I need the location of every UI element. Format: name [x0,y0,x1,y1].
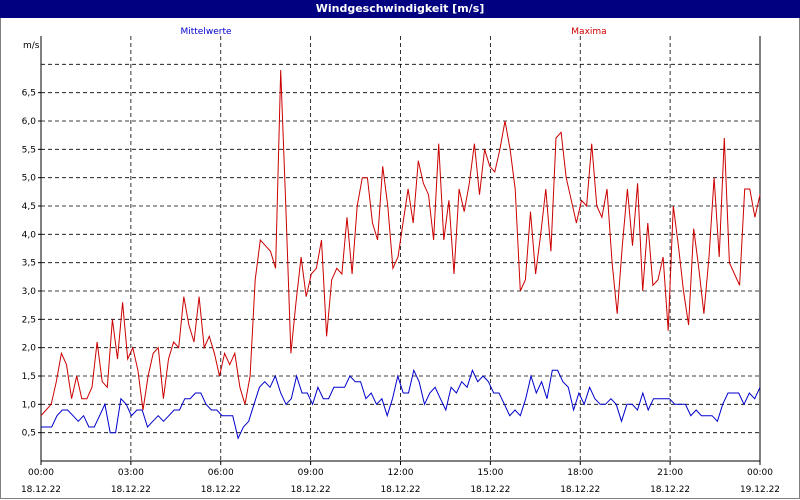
x-tick-date: 18.12.22 [201,485,241,495]
y-axis-label: m/s [23,41,40,51]
y-tick-label: 6,0 [22,117,37,127]
y-tick-label: 5,0 [22,174,37,184]
y-tick-label: 1,5 [22,372,36,382]
y-tick-label: 1,0 [22,400,37,410]
x-tick-time: 00:00 [747,468,773,478]
x-axis-ticks: 00:00 18.12.22 03:00 18.12.22 06:00 18.12.22 0… [21,461,780,495]
y-tick-label: 6,5 [22,89,36,99]
x-tick-date: 18.12.22 [21,485,61,495]
legend-mittelwerte: Mittelwerte [180,27,231,37]
x-tick-time: 09:00 [298,468,324,478]
x-tick-date: 19.12.22 [740,485,780,495]
x-tick-time: 21:00 [657,468,683,478]
x-tick-time: 03:00 [118,468,144,478]
x-tick-date: 18.12.22 [291,485,331,495]
y-tick-label: 2,0 [22,344,37,354]
y-tick-label: 5,5 [22,145,36,155]
legend-maxima: Maxima [571,27,606,37]
wind-speed-chart: m/s 0,5 1,0 1,5 2,0 2,5 3,0 3,5 4,0 4,5 5,0 5,5 6,0 6… [21,27,780,495]
y-tick-label: 4,0 [22,230,37,240]
x-tick-date: 18.12.22 [111,485,151,495]
x-tick-date: 18.12.22 [470,485,510,495]
chart-frame: m/s 0,5 1,0 1,5 2,0 2,5 3,0 3,5 4,0 4,5 5,0 5,5 6,0 6… [0,18,800,499]
chart-grid [41,36,760,461]
x-tick-time: 18:00 [567,468,593,478]
x-tick-date: 18.12.22 [380,485,420,495]
series-line-maxima [40,69,761,417]
x-tick-date: 18.12.22 [560,485,600,495]
x-tick-time: 06:00 [208,468,234,478]
chart-legend: Mittelwerte Maxima [180,27,606,37]
x-tick-time: 15:00 [477,468,503,478]
x-tick-date: 18.12.22 [650,485,690,495]
y-axis-ticks: m/s 0,5 1,0 1,5 2,0 2,5 3,0 3,5 4,0 4,5 5,0 5,5 6,0 6… [22,41,41,439]
chart-series [40,69,761,440]
y-tick-label: 3,0 [22,287,37,297]
x-tick-time: 12:00 [388,468,414,478]
y-tick-label: 0,5 [22,429,36,439]
window-title: Windgeschwindigkeit [m/s] [0,0,800,18]
y-tick-label: 3,5 [22,259,36,269]
y-tick-label: 4,5 [22,202,36,212]
x-tick-time: 00:00 [28,468,54,478]
y-tick-label: 2,5 [22,315,36,325]
series-line-mittelwerte [41,368,761,440]
